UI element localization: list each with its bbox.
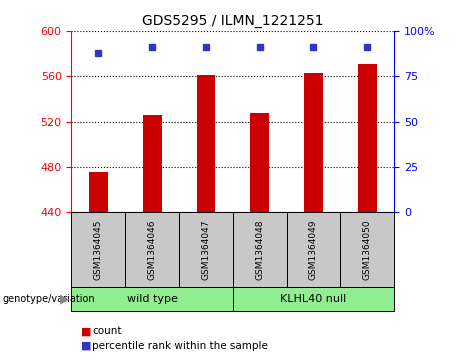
Text: wild type: wild type <box>127 294 177 304</box>
Bar <box>304 73 323 212</box>
Text: GSM1364046: GSM1364046 <box>148 219 157 280</box>
Text: percentile rank within the sample: percentile rank within the sample <box>92 341 268 351</box>
Bar <box>143 115 161 212</box>
Text: GSM1364048: GSM1364048 <box>255 219 264 280</box>
Text: GSM1364050: GSM1364050 <box>363 219 372 280</box>
Text: ■: ■ <box>81 341 91 351</box>
Bar <box>196 75 215 212</box>
Text: KLHL40 null: KLHL40 null <box>280 294 347 304</box>
Text: GSM1364045: GSM1364045 <box>94 219 103 280</box>
Text: ■: ■ <box>81 326 91 337</box>
Title: GDS5295 / ILMN_1221251: GDS5295 / ILMN_1221251 <box>142 15 324 28</box>
Bar <box>250 113 269 212</box>
Text: GSM1364047: GSM1364047 <box>201 219 210 280</box>
Text: count: count <box>92 326 122 337</box>
Text: GSM1364049: GSM1364049 <box>309 219 318 280</box>
Bar <box>358 64 377 212</box>
Bar <box>89 171 108 212</box>
Text: ▶: ▶ <box>60 293 70 306</box>
Text: genotype/variation: genotype/variation <box>2 294 95 304</box>
